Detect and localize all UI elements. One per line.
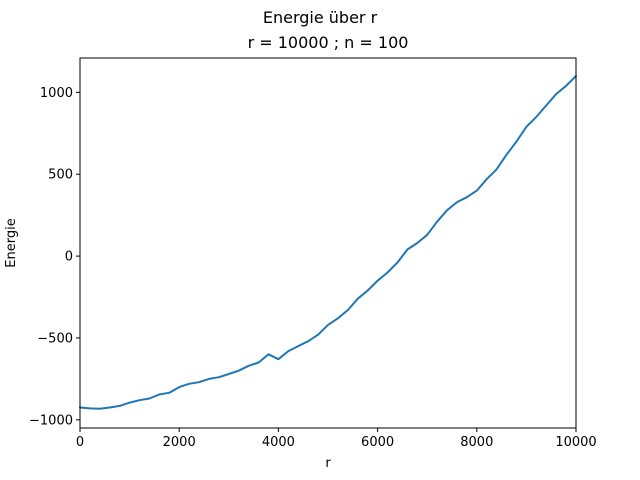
chart-title: r = 10000 ; n = 100 (247, 33, 409, 52)
x-tick-label: 2000 (163, 435, 196, 450)
energy-series-line (79, 75, 577, 410)
x-tick-label: 8000 (460, 435, 493, 450)
x-tick-label: 0 (76, 435, 84, 450)
y-tick-label: 0 (65, 250, 73, 265)
x-tick-label: 6000 (361, 435, 394, 450)
plot-frame (79, 57, 577, 429)
y-tick-label: 1000 (40, 86, 73, 101)
y-tick-label: −500 (37, 331, 73, 346)
y-tick-label: −1000 (29, 413, 73, 428)
y-axis-label: Energie (4, 218, 19, 267)
x-tick-label: 4000 (262, 435, 295, 450)
x-axis-label: r (325, 456, 331, 471)
x-tick-label: 10000 (555, 435, 596, 450)
chart-suptitle: Energie über r (262, 8, 378, 27)
y-tick-label: 500 (48, 168, 73, 183)
